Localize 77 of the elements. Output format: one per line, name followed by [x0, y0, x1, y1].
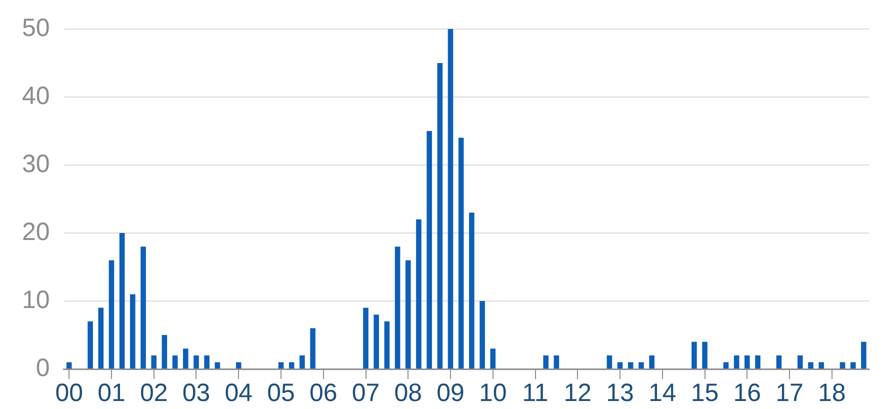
bar — [405, 260, 411, 368]
x-tick-label: 13 — [606, 378, 634, 407]
bar — [755, 355, 760, 368]
x-tick-label: 02 — [140, 378, 168, 407]
y-tick-label: 10 — [22, 286, 50, 314]
bar — [480, 301, 485, 368]
bar — [776, 355, 782, 368]
bar — [236, 362, 242, 368]
bar — [448, 29, 454, 368]
bar — [374, 314, 379, 368]
bar — [108, 260, 114, 368]
bar — [214, 362, 220, 368]
bar — [744, 355, 750, 368]
x-tick-label: 11 — [522, 378, 548, 407]
bar — [543, 355, 549, 368]
bar — [628, 362, 634, 368]
bar — [183, 348, 188, 368]
bar — [797, 355, 803, 368]
x-tick-label: 18 — [818, 378, 846, 407]
x-tick-label: 14 — [648, 378, 676, 407]
bar — [98, 308, 104, 368]
bar — [300, 355, 305, 368]
bar — [469, 212, 474, 368]
x-tick-label: 08 — [394, 378, 422, 407]
x-tick-label: 04 — [224, 378, 253, 407]
bar — [394, 246, 400, 368]
y-tick-label: 0 — [36, 354, 50, 382]
bar — [416, 219, 422, 368]
bar — [204, 355, 210, 368]
y-tick-label: 30 — [22, 150, 50, 178]
bar — [172, 355, 178, 368]
x-tick-label: 00 — [55, 378, 84, 407]
x-tick-label: 05 — [267, 378, 295, 407]
bar — [818, 362, 824, 368]
bar — [140, 246, 146, 368]
x-tick-label: 15 — [690, 378, 719, 407]
x-tick-label: 12 — [564, 378, 592, 407]
y-tick-label: 40 — [22, 82, 50, 110]
bar — [130, 294, 136, 368]
x-tick-label: 03 — [182, 378, 210, 407]
y-tick-label: 20 — [22, 218, 50, 246]
bar — [310, 328, 316, 368]
bar — [194, 355, 199, 368]
bar — [861, 342, 866, 368]
x-tick-label: 10 — [478, 378, 507, 407]
x-tick-label: 09 — [436, 378, 464, 407]
bar — [554, 355, 560, 368]
bar — [384, 321, 390, 368]
bar — [840, 362, 846, 368]
x-tick-label: 07 — [352, 378, 380, 407]
bar — [426, 131, 432, 368]
bar — [278, 362, 284, 368]
y-tick-label: 50 — [22, 14, 50, 42]
bar — [692, 342, 697, 368]
bar — [606, 355, 612, 368]
bar — [437, 63, 443, 368]
bar — [649, 355, 654, 368]
x-tick-label: 01 — [98, 378, 126, 407]
bar — [119, 233, 125, 368]
bar — [638, 362, 644, 368]
bar — [723, 362, 729, 368]
bar — [458, 138, 464, 368]
bar — [850, 362, 856, 368]
bar — [734, 355, 740, 368]
bar — [808, 362, 814, 368]
x-tick-label: 16 — [733, 378, 762, 407]
bar — [162, 335, 168, 368]
x-tick-label: 17 — [776, 378, 804, 407]
bar — [66, 362, 72, 368]
bar — [617, 362, 623, 368]
bar — [288, 362, 294, 368]
bar — [490, 348, 496, 368]
bar — [363, 308, 368, 368]
bar — [702, 342, 708, 368]
bar — [151, 355, 157, 368]
x-tick-label: 06 — [309, 378, 338, 407]
bar — [88, 321, 93, 368]
